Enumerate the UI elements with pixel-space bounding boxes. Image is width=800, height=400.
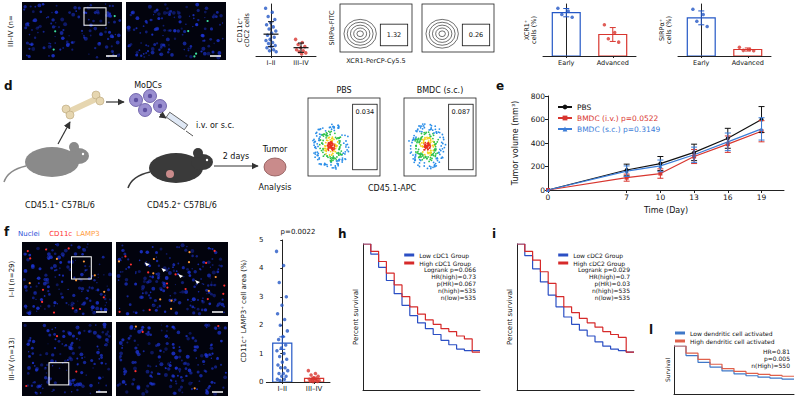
svg-text:BMDC (i.v.) p=0.0522: BMDC (i.v.) p=0.0522 [577,114,658,123]
svg-text:l: l [649,323,653,337]
svg-text:2: 2 [259,321,263,329]
svg-text:PBS: PBS [577,103,592,112]
svg-text:800: 800 [531,92,546,101]
svg-text:d: d [4,79,13,93]
svg-text:10: 10 [656,193,666,202]
svg-text:0: 0 [540,186,545,195]
svg-text:Tumor: Tumor [262,145,288,154]
svg-text:Tumor volume (mm³): Tumor volume (mm³) [511,101,520,186]
svg-text:XCR1-PerCP-Cy5.5: XCR1-PerCP-Cy5.5 [346,57,405,65]
svg-text:CD45.1⁺ C57BL/6: CD45.1⁺ C57BL/6 [25,201,95,210]
svg-text:n(high)=535: n(high)=535 [438,287,476,294]
svg-text:200: 200 [531,162,546,171]
svg-text:MoDCs: MoDCs [134,81,162,90]
svg-text:600: 600 [531,115,546,124]
svg-text:I–II: I–II [277,385,287,393]
svg-text:CD11c⁺: CD11c⁺ [235,17,244,43]
svg-text:i.v. or s.c.: i.v. or s.c. [196,121,234,130]
svg-text:III–IV: III–IV [293,59,309,67]
svg-text:7: 7 [624,193,629,202]
svg-text:p(HR)=0.067: p(HR)=0.067 [436,280,476,287]
svg-text:III–IV (n=13): III–IV (n=13) [8,337,16,381]
svg-text:5: 5 [259,236,263,244]
svg-text:1: 1 [259,350,263,358]
svg-text:Advanced: Advanced [597,59,629,67]
svg-text:cells (%): cells (%) [530,16,538,44]
svg-text:CD11c: CD11c [49,230,72,238]
svg-text:13: 13 [689,193,699,202]
svg-text:e: e [496,79,504,93]
svg-text:0.26: 0.26 [469,31,483,39]
svg-text:I–II (n=29): I–II (n=29) [8,260,16,297]
svg-text:1.32: 1.32 [387,31,401,39]
svg-text:2 days: 2 days [223,152,250,161]
svg-text:16: 16 [723,193,733,202]
svg-text:HR(high)=0.7: HR(high)=0.7 [589,273,630,280]
svg-text:Low cDC1 Group: Low cDC1 Group [419,252,469,260]
svg-text:CD45.1-APC: CD45.1-APC [368,184,417,193]
svg-text:n(low)=535: n(low)=535 [441,294,476,301]
svg-text:CD11c⁺ LAMP3⁺ cell area (%): CD11c⁺ LAMP3⁺ cell area (%) [240,259,248,362]
svg-text:n(high)=535: n(high)=535 [592,287,630,294]
svg-text:Time (Day): Time (Day) [643,206,688,215]
svg-text:III–IV: III–IV [306,385,323,393]
svg-text:0.034: 0.034 [356,108,375,116]
svg-text:f: f [4,225,10,239]
svg-text:19: 19 [757,193,767,202]
svg-text:h: h [338,227,347,241]
svg-text:SIRPα-FITC: SIRPα-FITC [328,10,336,45]
svg-text:Nuclei: Nuclei [18,230,40,238]
svg-text:p=0.005: p=0.005 [764,355,790,362]
svg-text:CD45.2⁺ C57BL/6: CD45.2⁺ C57BL/6 [147,201,217,210]
svg-text:High cDC2 Group: High cDC2 Group [573,260,625,268]
svg-text:Logrank p=0.066: Logrank p=0.066 [423,266,476,273]
svg-text:0: 0 [259,378,263,386]
svg-text:HR=0.81: HR=0.81 [763,348,790,355]
svg-text:p=0.0022: p=0.0022 [281,228,316,236]
svg-text:4: 4 [259,264,264,272]
svg-text:XCR1⁺: XCR1⁺ [522,19,531,41]
svg-text:High cDC1 Group: High cDC1 Group [419,260,471,268]
svg-text:cells (%): cells (%) [665,16,673,44]
svg-text:PBS: PBS [336,86,351,95]
svg-text:Percent survival: Percent survival [352,289,360,345]
svg-text:Low cDC2 Group: Low cDC2 Group [573,252,623,260]
svg-text:High dendritic cell activated: High dendritic cell activated [690,338,775,346]
svg-text:Percent survival: Percent survival [506,289,514,345]
svg-text:I–II: I–II [266,59,275,67]
svg-text:n(High)=550: n(High)=550 [751,362,790,370]
svg-text:400: 400 [531,139,546,148]
svg-text:Survival: Survival [664,358,671,383]
svg-text:Low dendritic cell activated: Low dendritic cell activated [690,330,773,337]
svg-text:Early: Early [693,59,710,67]
svg-text:Advanced: Advanced [732,59,764,67]
svg-text:n(low)=535: n(low)=535 [595,294,630,301]
svg-text:HR(high)=0.73: HR(high)=0.73 [431,273,476,280]
svg-text:p(HR)=0.03: p(HR)=0.03 [594,280,630,287]
svg-text:Logrank p=0.029: Logrank p=0.029 [577,266,630,273]
svg-text:Analysis: Analysis [259,183,292,192]
svg-text:III–IV (n=: III–IV (n= [7,15,15,47]
svg-text:Early: Early [558,59,575,67]
svg-text:0: 0 [546,193,551,202]
svg-text:LAMP3: LAMP3 [76,230,100,238]
svg-text:BMDC (s.c.) p=0.3149: BMDC (s.c.) p=0.3149 [577,125,661,134]
svg-text:0.087: 0.087 [452,108,471,116]
svg-text:3: 3 [259,293,263,301]
svg-text:BMDC (s.c.): BMDC (s.c.) [417,86,464,95]
svg-text:cDC2 cells: cDC2 cells [243,12,251,47]
svg-text:i: i [492,227,496,241]
svg-text:SIRPα⁺: SIRPα⁺ [657,18,666,42]
